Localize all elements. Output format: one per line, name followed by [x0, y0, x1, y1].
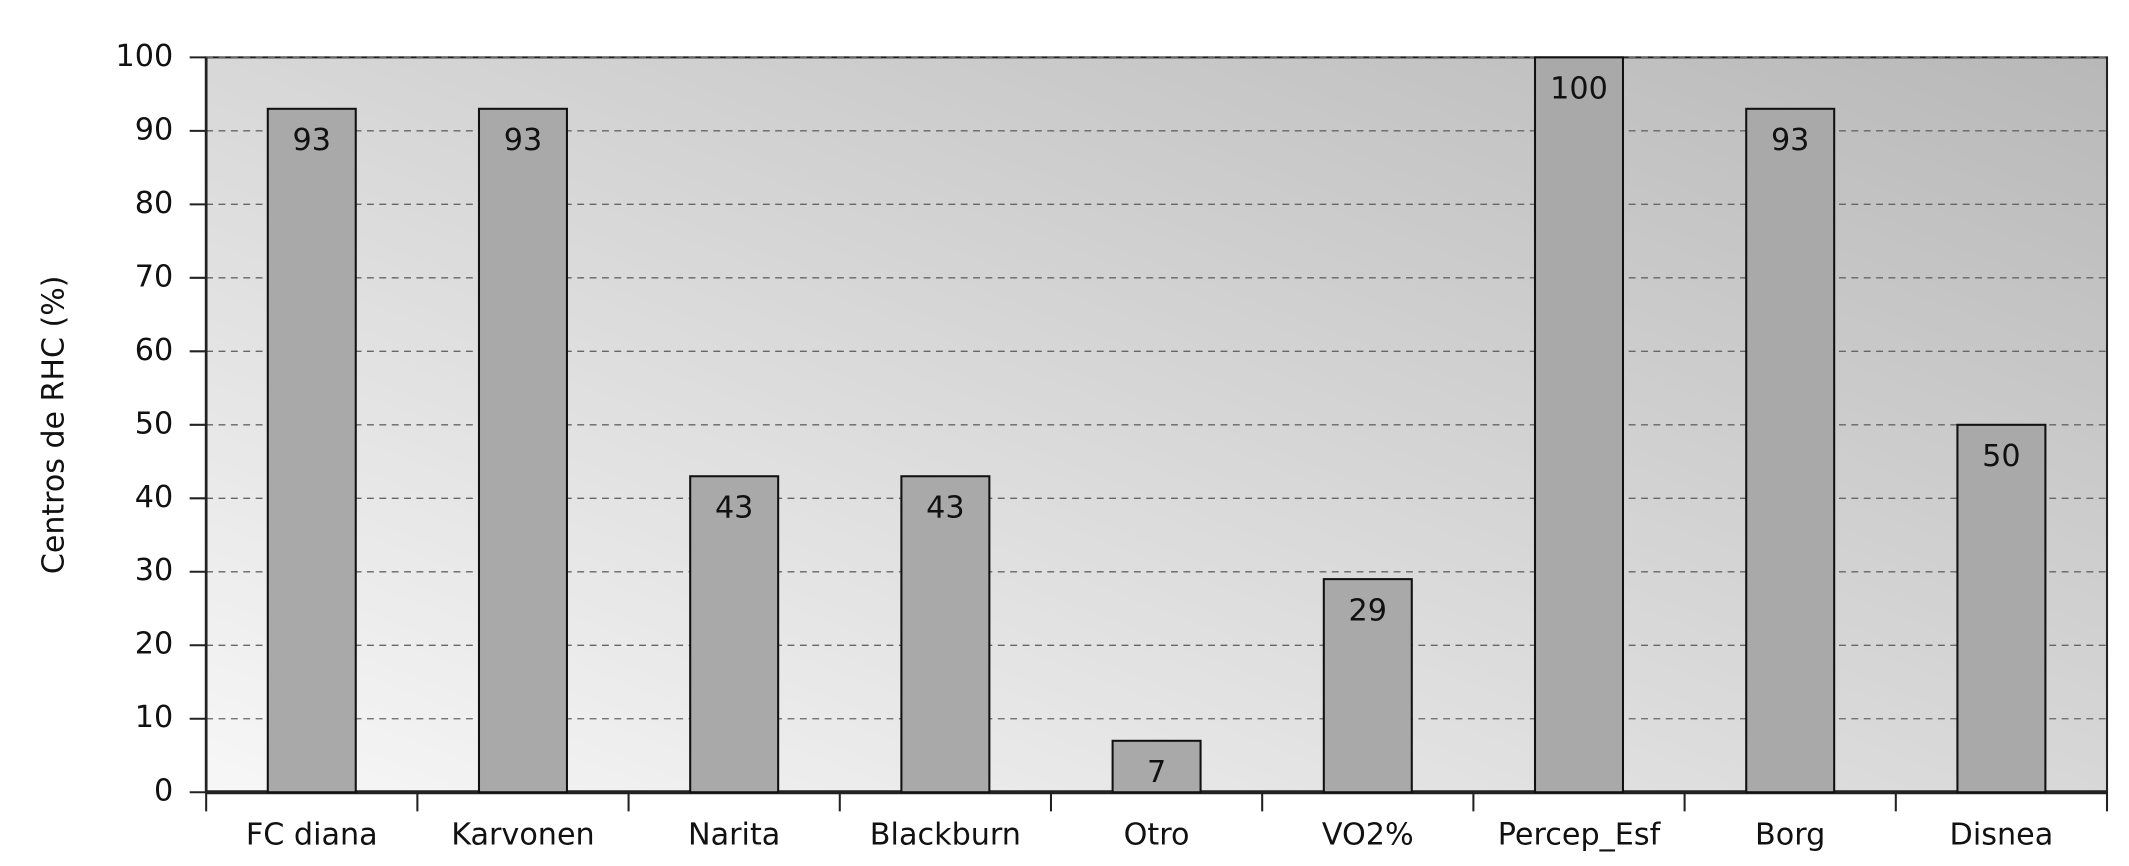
- y-axis-label: Centros de RHC (%): [36, 276, 71, 575]
- y-tick-label: 100: [116, 39, 174, 74]
- bar: [689, 475, 780, 794]
- y-tick-label: 50: [135, 406, 173, 441]
- x-tick-label: Karvonen: [451, 818, 595, 853]
- y-tick-label: 30: [135, 553, 173, 588]
- bar: [1322, 578, 1413, 794]
- data-label: 29: [1349, 593, 1387, 628]
- x-tick-label: Borg: [1755, 818, 1825, 853]
- y-tick-label: 70: [135, 259, 173, 294]
- y-tick-label: 80: [135, 186, 173, 221]
- y-tick-label: 0: [154, 774, 173, 809]
- bar: [1533, 56, 1625, 794]
- x-tick-label: Blackburn: [870, 818, 1021, 853]
- bar: [1111, 739, 1202, 794]
- bar: [1956, 423, 2047, 794]
- x-tick-label: Disnea: [1950, 818, 2054, 853]
- data-label: 50: [1982, 439, 2020, 474]
- data-label: 93: [504, 123, 542, 158]
- bar: [1745, 107, 1836, 794]
- x-tick-label: VO2%: [1322, 818, 1414, 853]
- bar: [477, 107, 568, 794]
- y-tick-label: 60: [135, 333, 173, 368]
- bar: [266, 107, 357, 794]
- x-tick-label: Percep_Esf: [1498, 818, 1662, 853]
- bar: [900, 475, 991, 794]
- x-tick-label: Otro: [1124, 818, 1190, 853]
- data-label: 100: [1550, 72, 1608, 107]
- data-label: 93: [1771, 123, 1809, 158]
- y-tick-label: 10: [135, 700, 173, 735]
- x-tick-label: FC diana: [246, 818, 378, 853]
- y-tick-label: 40: [135, 480, 173, 515]
- data-label: 7: [1147, 755, 1166, 790]
- data-label: 43: [926, 491, 964, 526]
- data-label: 43: [715, 491, 753, 526]
- y-tick-label: 20: [135, 627, 173, 662]
- x-tick-label: Narita: [688, 818, 780, 853]
- y-tick-label: 90: [135, 112, 173, 147]
- data-label: 93: [293, 123, 331, 158]
